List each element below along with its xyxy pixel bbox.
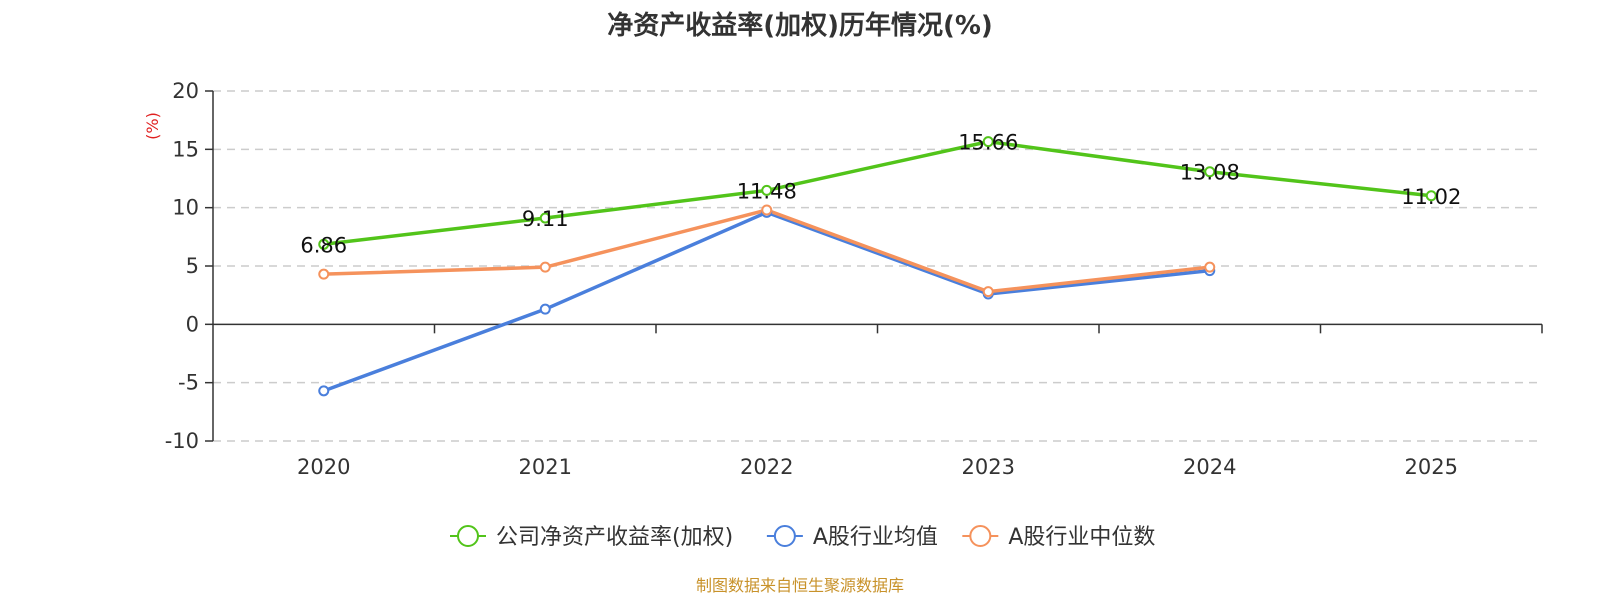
y-tick-label: 0 [186, 312, 199, 336]
x-tick-label: 2025 [1405, 455, 1458, 479]
y-tick-label: 20 [172, 79, 199, 103]
legend-label: A股行业中位数 [1008, 525, 1155, 550]
data-point[interactable] [318, 385, 330, 397]
legend-item[interactable]: A股行业均值 [766, 525, 938, 550]
source-note: 制图数据来自恒生聚源数据库 [696, 576, 904, 595]
data-point[interactable] [1204, 166, 1216, 178]
x-tick-label: 2020 [297, 455, 350, 479]
legend-marker [457, 525, 479, 547]
y-tick-label: -5 [178, 371, 199, 395]
data-point[interactable] [539, 212, 551, 224]
legend-item[interactable]: 公司净资产收益率(加权) [450, 525, 733, 550]
data-point[interactable] [1204, 261, 1216, 273]
series-line [323, 208, 1210, 294]
data-point[interactable] [318, 268, 330, 280]
data-label: 11.02 [1401, 185, 1461, 209]
data-point[interactable] [1425, 190, 1437, 202]
legend-label: A股行业均值 [813, 525, 938, 550]
data-point[interactable] [761, 204, 773, 216]
data-point[interactable] [982, 136, 994, 148]
data-point[interactable] [539, 303, 551, 315]
y-tick-label: 10 [172, 196, 199, 220]
x-tick-label: 2022 [740, 455, 793, 479]
legend-item[interactable]: A股行业中位数 [962, 525, 1155, 550]
legend-marker [969, 525, 992, 547]
data-point[interactable] [982, 286, 994, 298]
data-point[interactable] [539, 261, 551, 273]
x-tick-label: 2021 [519, 455, 572, 479]
x-tick-label: 2023 [962, 455, 1015, 479]
data-label: 13.08 [1180, 161, 1240, 185]
y-tick-label: 15 [172, 137, 199, 161]
y-axis-label: (%) [143, 112, 162, 140]
series-lines [318, 136, 1437, 397]
legend-marker [773, 525, 796, 547]
legend[interactable]: 公司净资产收益率(加权) A股行业均值 A股行业中位数 [450, 525, 1155, 550]
series-line [323, 210, 1210, 393]
x-tick-label: 2024 [1183, 455, 1236, 479]
data-label: 6.86 [300, 233, 347, 257]
y-tick-label: -10 [165, 429, 199, 453]
y-tick-label: 5 [186, 254, 199, 278]
series-line [323, 139, 1432, 247]
data-labels: 6.86 9.11 11.48 15.66 13.08 11.02 [300, 131, 1461, 258]
grid-lines [213, 90, 1542, 442]
data-label: 11.48 [737, 179, 797, 203]
data-point[interactable] [761, 184, 773, 196]
legend-label: 公司净资产收益率(加权) [496, 525, 733, 550]
data-label: 9.11 [522, 207, 569, 231]
chart-title: 净资产收益率(加权)历年情况(%) [607, 10, 993, 41]
data-label: 15.66 [958, 131, 1018, 155]
data-point[interactable] [318, 238, 330, 250]
